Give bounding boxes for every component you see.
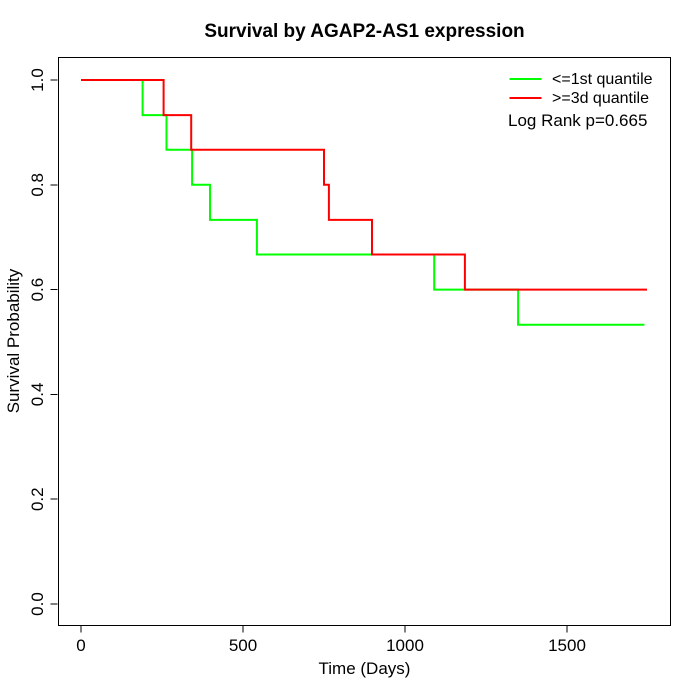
y-tick-label: 1.0 [28,68,47,92]
chart-title: Survival by AGAP2-AS1 expression [204,21,524,42]
y-tick-label: 0.0 [28,592,47,616]
x-axis-title: Time (Days) [319,659,411,678]
x-tick-label: 1000 [386,636,424,655]
legend: <=1st quantile >=3d quantile Log Rank p=… [508,71,653,130]
y-tick-label: 0.6 [28,278,47,302]
y-tick-label: 0.4 [28,383,47,407]
km-curves-group [81,79,647,326]
x-tick-label: 0 [76,636,85,655]
x-axis: 0 500 1000 1500 [76,625,586,655]
legend-label-high-expression: >=3d quantile [552,90,649,107]
y-tick-label: 0.2 [28,487,47,511]
x-tick-label: 1500 [548,636,586,655]
y-axis: 0.0 0.2 0.4 0.6 0.8 1.0 [28,68,58,616]
km-curve-ge-3d-quantile [81,79,647,291]
plot-box [58,57,671,626]
y-axis-title: Survival Probability [4,268,23,413]
log-rank-annotation: Log Rank p=0.665 [508,111,647,130]
legend-label-low-expression: <=1st quantile [552,71,653,88]
y-tick-label: 0.8 [28,173,47,197]
x-tick-label: 500 [229,636,257,655]
